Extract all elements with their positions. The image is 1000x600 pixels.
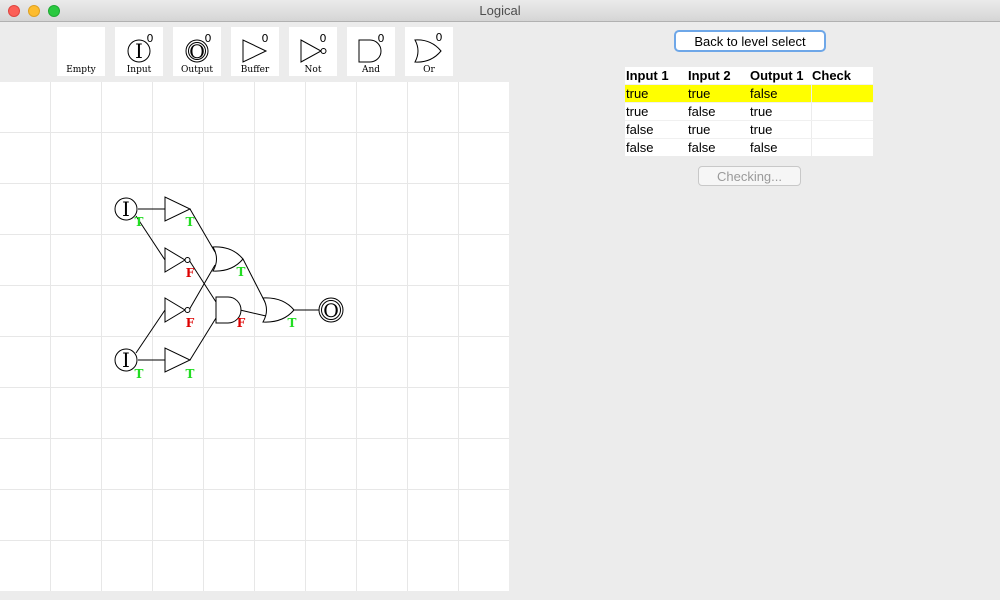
signal-label: F [186,266,195,280]
circuit-diagram: I T T F T F F [114,196,344,381]
palette-label: Not [304,65,322,75]
signal-label: T [186,215,195,229]
wires [135,208,319,361]
table-row: true true false [625,84,873,102]
table-cell: false [750,140,778,155]
palette-count: 0 [436,31,443,44]
palette-label: Buffer [240,65,270,75]
truth-table: Input 1 Input 2 Output 1 Check true true… [625,67,873,156]
palette-count: 0 [378,32,385,45]
wire [188,264,216,311]
palette-count: 0 [320,32,327,45]
palette-buffer[interactable]: 0 Buffer [231,27,279,76]
table-cell: true [688,86,711,101]
palette-and[interactable]: 0 And [347,27,395,76]
input-gate-1: I T [114,197,144,229]
palette-or[interactable]: 0 Or [405,27,453,76]
buffer-gate-1: T [164,196,195,229]
not-gate-2: F [164,297,195,330]
table-cell: true [626,104,649,119]
wire [135,215,166,261]
wire [135,309,166,354]
input-gate-icon: I 0 [127,32,154,63]
table-cell: true [750,122,773,137]
table-cell: true [750,104,773,119]
signal-label: T [288,316,297,330]
output-gate-icon: O 0 [185,32,212,63]
table-row: false true true [625,120,873,138]
circuit-grid[interactable]: I T T F T F F [0,82,509,591]
header-cell: Input 1 [626,68,669,83]
signal-label: T [186,367,195,381]
svg-text:I: I [122,348,130,372]
buffer-gate-2: T [164,347,195,381]
wire [189,317,217,361]
table-row: false false false [625,138,873,156]
palette-label: Or [423,65,435,75]
signal-label: T [135,367,144,381]
table-cell [811,103,873,120]
palette-output[interactable]: O 0 Output [173,27,221,76]
and-gate-1: F [215,296,246,330]
svg-text:O: O [323,300,339,322]
window-title: Logical [479,3,521,18]
signal-label: F [186,316,195,330]
not-gate-1: F [164,247,195,280]
output-symbol: O [189,41,205,63]
wire [188,259,217,303]
table-cell: true [688,122,711,137]
table-cell [811,121,873,138]
header-cell: Output 1 [750,68,804,83]
close-button[interactable] [8,5,20,17]
signal-label: F [237,316,246,330]
palette-input[interactable]: I 0 Input [115,27,163,76]
header-cell: Check [812,68,852,83]
table-cell: false [626,140,654,155]
input-symbol: I [135,39,143,63]
wire [189,208,216,253]
palette-count: 0 [147,32,154,45]
palette-not[interactable]: 0 Not [289,27,337,76]
table-header: Input 1 Input 2 Output 1 Check [625,67,873,84]
table-cell: true [626,86,649,101]
table-cell: false [626,122,654,137]
palette-label: Output [181,65,213,75]
palette-count: 0 [262,32,269,45]
checking-button[interactable]: Checking... [698,166,801,186]
svg-text:I: I [122,197,130,221]
and-gate-icon: 0 [358,32,385,63]
table-cell: false [688,104,716,119]
minimize-button[interactable] [28,5,40,17]
palette-label: Empty [66,65,96,75]
or-gate-1: T [212,246,246,279]
wire [239,309,267,317]
not-gate-icon: 0 [300,32,327,63]
palette-label: Input [126,65,152,75]
table-cell [811,85,873,102]
buffer-gate-icon: 0 [242,32,269,63]
signal-label: T [237,265,246,279]
palette-count: 0 [205,32,212,45]
palette-label: And [361,65,381,75]
table-cell: false [750,86,778,101]
table-cell: false [688,140,716,155]
palette-empty[interactable]: Empty [57,27,105,76]
header-cell: Input 2 [688,68,731,83]
maximize-button[interactable] [48,5,60,17]
output-gate: O [318,297,344,323]
signal-label: T [135,215,144,229]
wire [242,258,267,305]
or-gate-icon: 0 [414,31,443,63]
table-row: true false true [625,102,873,120]
back-to-level-select-button[interactable]: Back to level select [674,30,826,52]
table-cell [811,139,873,156]
or-gate-2: T [262,297,297,330]
input-gate-2: I T [114,348,144,381]
title-bar: Logical [0,0,1000,22]
